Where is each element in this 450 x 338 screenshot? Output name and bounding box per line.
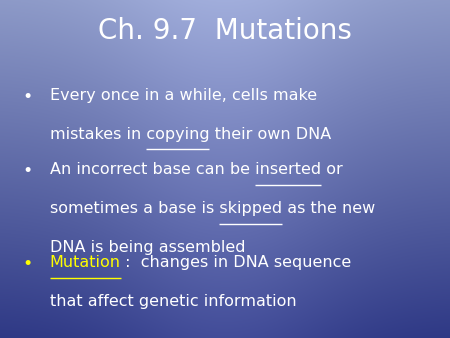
Text: Mutation: Mutation <box>50 255 121 270</box>
Text: •: • <box>22 255 33 273</box>
Text: DNA is being assembled: DNA is being assembled <box>50 240 245 255</box>
Text: •: • <box>22 162 33 180</box>
Text: that affect genetic information: that affect genetic information <box>50 294 296 309</box>
Text: An incorrect base can be inserted or: An incorrect base can be inserted or <box>50 162 342 177</box>
Text: •: • <box>22 88 33 106</box>
Text: Ch. 9.7  Mutations: Ch. 9.7 Mutations <box>98 17 352 45</box>
Text: :  changes in DNA sequence: : changes in DNA sequence <box>121 255 352 270</box>
Text: Every once in a while, cells make: Every once in a while, cells make <box>50 88 317 103</box>
Text: sometimes a base is skipped as the new: sometimes a base is skipped as the new <box>50 201 375 216</box>
Text: mistakes in copying their own DNA: mistakes in copying their own DNA <box>50 127 331 142</box>
